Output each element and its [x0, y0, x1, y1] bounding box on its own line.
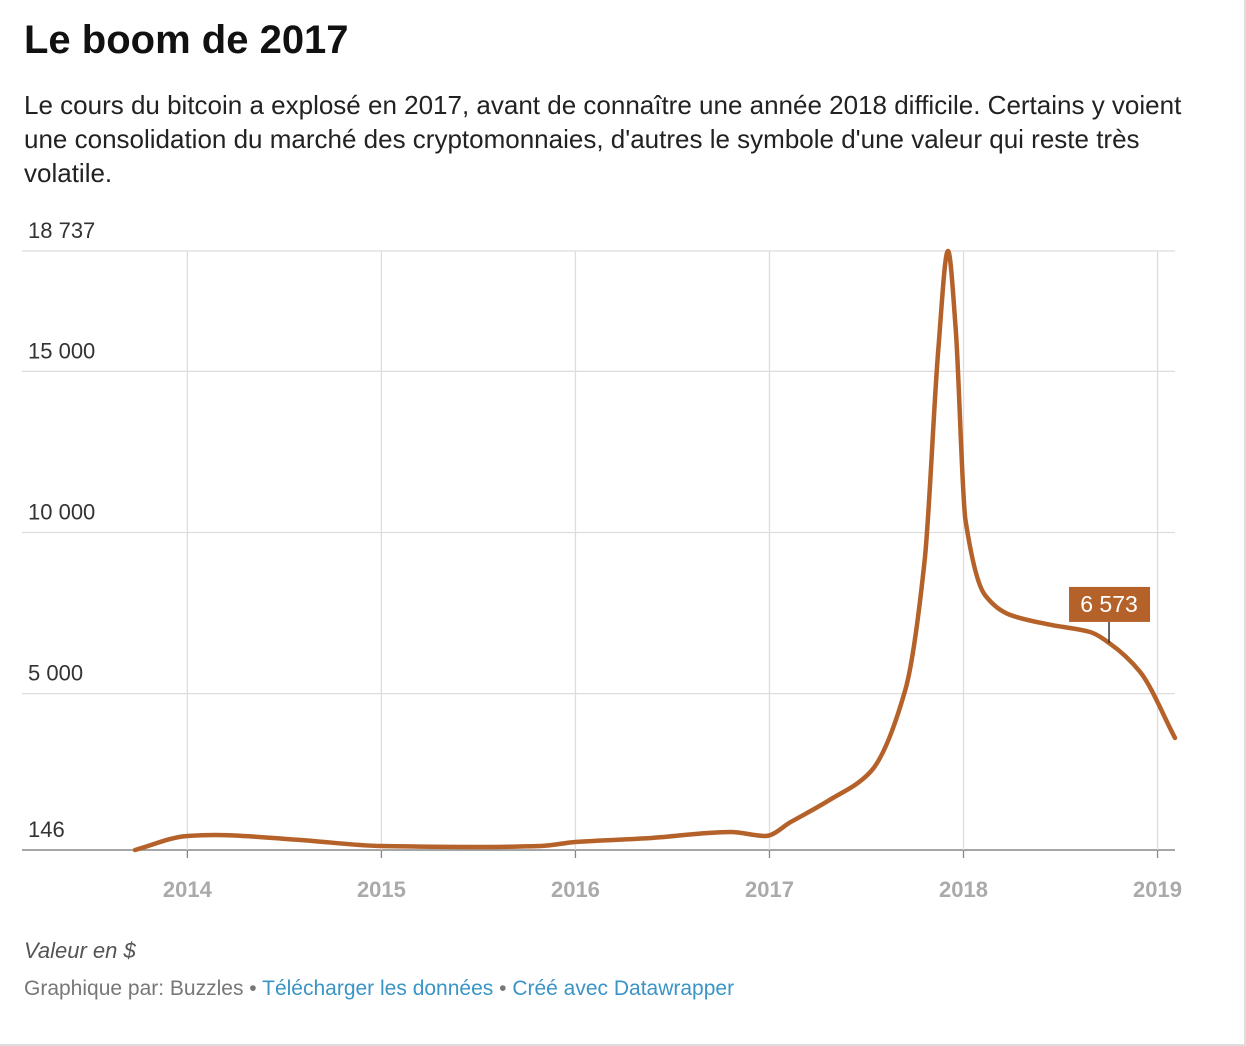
x-tick-label: 2015 — [357, 877, 406, 902]
y-tick-label: 5 000 — [28, 661, 83, 686]
x-tick-label: 2017 — [745, 877, 794, 902]
download-link[interactable]: Télécharger les données — [262, 977, 494, 1000]
y-tick-label: 146 — [28, 817, 65, 842]
credit: Graphique par: Buzzles — [24, 977, 244, 1000]
chart-subtitle: Le cours du bitcoin a explosé en 2017, a… — [24, 90, 1182, 188]
y-tick-label: 18 737 — [28, 218, 95, 243]
footer: Graphique par: Buzzles • Télécharger les… — [24, 977, 735, 1000]
value-label: 6 573 — [1080, 591, 1138, 617]
x-tick-label: 2016 — [551, 877, 600, 902]
chart-title: Le boom de 2017 — [24, 18, 349, 62]
x-tick-label: 2019 — [1133, 877, 1182, 902]
value-label-box — [1069, 586, 1151, 622]
y-tick-label: 10 000 — [28, 500, 95, 525]
datawrapper-link[interactable]: Créé avec Datawrapper — [512, 977, 735, 1000]
y-tick-label: 15 000 — [28, 338, 95, 363]
y-note: Valeur en $ — [24, 938, 136, 963]
x-tick-label: 2014 — [163, 877, 213, 902]
line — [132, 248, 1178, 853]
x-tick-label: 2018 — [939, 877, 988, 902]
